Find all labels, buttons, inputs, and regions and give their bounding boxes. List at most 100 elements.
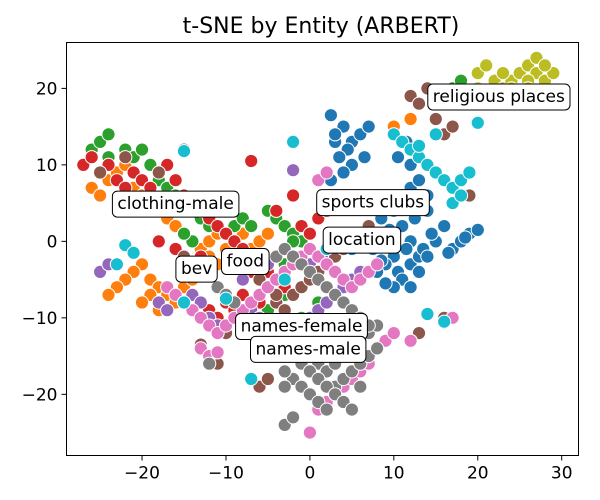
data-point xyxy=(118,150,133,165)
data-point xyxy=(445,119,460,134)
cluster-label-box xyxy=(322,226,402,254)
data-point xyxy=(210,345,225,360)
data-point xyxy=(151,234,166,249)
cluster-label: bev xyxy=(175,255,218,283)
cluster-label-box xyxy=(175,255,218,283)
cluster-label-text: sports clubs xyxy=(322,193,425,213)
data-point xyxy=(353,379,368,394)
cluster-label-text: bev xyxy=(181,259,212,279)
data-point xyxy=(411,264,427,279)
data-point xyxy=(260,371,275,387)
data-point xyxy=(386,326,401,341)
data-point xyxy=(109,257,125,272)
x-tick-label: −10 xyxy=(208,464,244,484)
cluster-label-text: food xyxy=(227,252,265,272)
data-point xyxy=(319,402,334,417)
data-point xyxy=(479,58,494,73)
data-point xyxy=(277,272,292,287)
x-axis: −20 −10 0 10 20 30 xyxy=(124,455,573,484)
x-tick-label: 0 xyxy=(304,464,315,484)
x-tick-label: 10 xyxy=(383,464,405,484)
data-point xyxy=(151,165,166,180)
y-tick-label: 0 xyxy=(47,232,58,252)
data-point xyxy=(286,134,301,149)
cluster-label: sports clubs xyxy=(316,189,430,217)
data-point xyxy=(244,219,259,234)
data-point xyxy=(420,306,435,322)
data-point xyxy=(93,188,108,203)
cluster-label: religious places xyxy=(427,83,571,111)
cluster-label: food xyxy=(221,248,270,275)
data-point xyxy=(286,188,301,203)
data-point xyxy=(323,108,338,123)
data-point xyxy=(218,291,234,306)
data-point xyxy=(302,425,317,440)
data-point xyxy=(344,402,359,417)
data-point xyxy=(269,203,284,218)
data-point xyxy=(399,241,414,257)
data-point xyxy=(428,127,443,142)
data-point xyxy=(93,165,108,180)
cluster-label: location xyxy=(322,226,402,254)
cluster-label-box xyxy=(427,83,571,111)
data-point xyxy=(470,222,485,237)
x-tick-label: 20 xyxy=(467,464,489,484)
y-tick-label: 20 xyxy=(36,79,58,99)
data-point xyxy=(336,165,351,180)
data-point xyxy=(134,295,150,310)
data-point xyxy=(134,142,150,157)
data-point xyxy=(176,295,192,310)
y-axis: −20 −10 0 10 20 xyxy=(22,79,67,405)
data-point xyxy=(403,280,418,295)
data-point xyxy=(286,410,301,425)
data-point xyxy=(370,341,385,356)
data-point xyxy=(420,249,435,264)
data-point xyxy=(378,276,393,291)
cluster-label: names-male xyxy=(250,335,367,363)
x-tick-label: −20 xyxy=(124,464,160,484)
cluster-label-text: names-male xyxy=(256,339,361,359)
cluster-label: clothing-male xyxy=(111,190,240,218)
data-point xyxy=(428,111,443,127)
cluster-label-text: clothing-male xyxy=(117,194,234,214)
cluster-label: names-female xyxy=(235,313,368,340)
data-point xyxy=(453,188,469,203)
data-point xyxy=(84,150,99,165)
data-point xyxy=(403,111,418,127)
y-tick-label: −10 xyxy=(22,309,58,329)
data-point xyxy=(277,379,292,394)
data-point xyxy=(403,333,418,348)
data-point xyxy=(244,153,259,169)
data-point xyxy=(328,127,343,142)
cluster-label-text: names-female xyxy=(241,317,363,337)
data-point xyxy=(470,115,485,130)
data-point xyxy=(370,257,385,272)
data-point xyxy=(126,245,141,260)
data-point xyxy=(202,356,217,371)
cluster-annotations: religious places clothing-male sports club… xyxy=(111,83,571,363)
data-point xyxy=(424,226,439,241)
x-tick-label: 30 xyxy=(551,464,573,484)
data-point xyxy=(176,144,192,159)
data-point xyxy=(286,163,301,178)
data-point xyxy=(411,138,427,153)
data-point xyxy=(495,66,511,81)
data-point xyxy=(260,226,275,241)
data-point xyxy=(458,230,473,245)
data-point xyxy=(390,150,406,165)
data-point xyxy=(361,119,376,134)
data-point xyxy=(332,150,347,165)
y-tick-label: 10 xyxy=(36,156,58,176)
cluster-label-text: location xyxy=(328,230,395,250)
cluster-label-text: religious places xyxy=(433,87,565,107)
data-point xyxy=(277,364,292,379)
chart-title: t-SNE by Entity (ARBERT) xyxy=(183,14,460,39)
cluster-label-box xyxy=(250,335,367,363)
data-point xyxy=(302,226,317,241)
axes-frame xyxy=(66,42,579,456)
data-point xyxy=(537,58,553,73)
data-point xyxy=(101,127,116,142)
data-point xyxy=(411,173,427,188)
data-point xyxy=(357,150,372,165)
